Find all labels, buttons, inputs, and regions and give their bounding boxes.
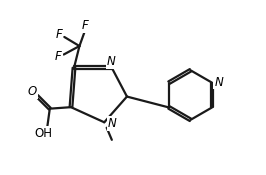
Text: F: F (56, 28, 62, 41)
Text: F: F (55, 50, 62, 62)
Text: N: N (107, 55, 116, 68)
Text: F: F (82, 19, 89, 32)
Text: N: N (214, 76, 223, 89)
Text: N: N (108, 117, 117, 130)
Text: OH: OH (35, 127, 53, 140)
Text: O: O (28, 85, 37, 98)
